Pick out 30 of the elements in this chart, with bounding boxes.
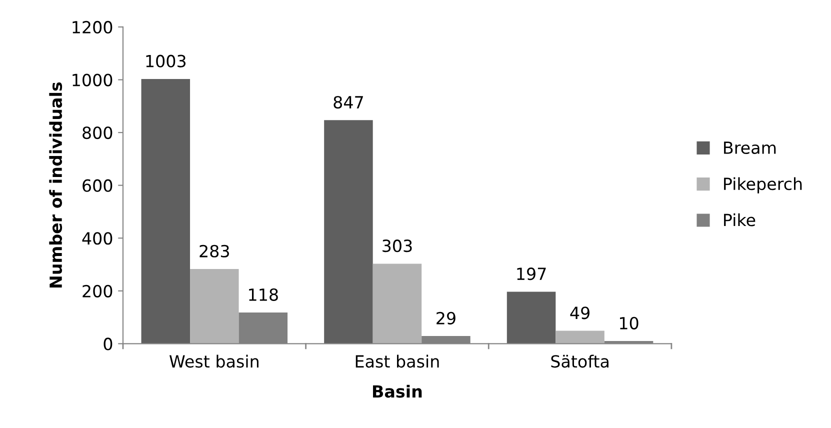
bar	[556, 330, 604, 344]
y-tick-label: 0	[104, 338, 112, 350]
y-tick-label: 1200	[72, 20, 112, 34]
data-label: 118	[249, 288, 278, 301]
data-label: 10	[620, 316, 638, 330]
y-tick-label: 400	[82, 232, 112, 245]
y-axis-title: Number of individuals	[49, 82, 62, 288]
legend-label: Bream	[724, 142, 776, 154]
x-axis-title: Basin	[373, 384, 422, 398]
legend-label: Pikeperch	[724, 177, 802, 194]
bar	[372, 264, 422, 344]
legend-label: Pike	[724, 213, 756, 226]
bar	[190, 268, 239, 344]
data-label: 847	[334, 96, 363, 109]
y-tick-label: 600	[82, 179, 112, 192]
data-label: 1003	[146, 54, 186, 68]
x-tick-label: Sätofta	[551, 354, 608, 368]
data-label: 303	[382, 240, 412, 252]
y-tick-label: 800	[82, 126, 112, 140]
y-tick-label: 200	[82, 284, 112, 298]
x-tick-label: East basin	[356, 354, 439, 368]
data-label: 49	[570, 306, 590, 320]
bar	[141, 78, 190, 344]
bar	[506, 292, 556, 344]
y-tick-label: 1000	[72, 74, 112, 86]
bar	[324, 120, 373, 344]
x-tick-label: West basin	[169, 354, 258, 368]
data-label: 197	[517, 268, 546, 280]
data-label: 29	[436, 312, 456, 324]
data-label: 283	[200, 244, 229, 258]
